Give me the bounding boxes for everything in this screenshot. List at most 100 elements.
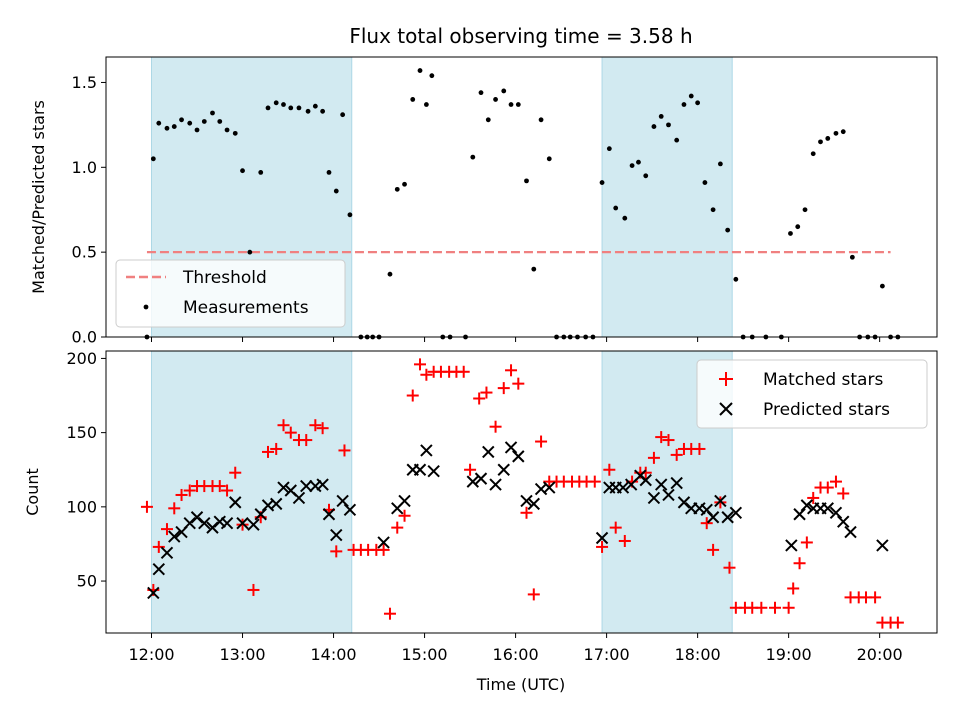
measurement-point (546, 156, 552, 162)
measurement-point (402, 181, 407, 187)
predicted-star-point (504, 441, 518, 454)
measurement-point (470, 154, 476, 160)
measurement-point (312, 103, 318, 109)
predicted-star-point (160, 546, 174, 560)
x-axis-label: Time (UTC) (476, 675, 565, 694)
matched-star-point (603, 463, 616, 476)
predicted-star-point (343, 503, 357, 517)
measurement-point (493, 97, 498, 102)
predicted-star-point (309, 479, 322, 493)
measurement-point (429, 73, 435, 79)
measurement-point (333, 188, 339, 194)
measurement-point (833, 130, 839, 136)
measurement-point (515, 102, 521, 107)
bottom-observing-window-1 (151, 350, 353, 634)
measurement-point (194, 127, 200, 133)
predicted-star-point (800, 499, 814, 512)
predicted-star-point (292, 491, 306, 505)
matched-star-point (520, 506, 533, 519)
matched-star-point (829, 475, 842, 488)
predicted-star-point (693, 502, 706, 515)
predicted-star-point (427, 465, 440, 478)
measurement-point (825, 136, 831, 141)
matched-star-point (647, 451, 660, 464)
matched-star-point (398, 509, 411, 522)
top-panel: 0.0 0.5 1.0 1.5 Matched/Predicted stars Thr… (29, 56, 938, 347)
predicted-star-point (837, 515, 850, 528)
x-tick-label: 18:00 (675, 645, 721, 664)
matched-star-point (700, 517, 713, 530)
predicted-star-point (512, 450, 525, 463)
measurement-point (695, 100, 701, 106)
bottom-plot-frame (105, 350, 938, 634)
chart-title: Flux total observing time = 3.58 h (349, 24, 692, 48)
matched-star-point (377, 543, 390, 556)
measurement-point (651, 124, 657, 129)
measurement-point (702, 180, 708, 185)
predicted-star-point (595, 531, 609, 545)
matched-star-point (464, 463, 477, 476)
measurement-point (508, 102, 514, 107)
matched-star-point (284, 426, 297, 439)
matched-star-point (693, 442, 706, 455)
measurement-point (187, 120, 193, 126)
matched-star-point (140, 500, 153, 513)
matched-star-point (821, 481, 834, 494)
bottom-y-tick-label: 100 (66, 497, 97, 516)
bottom-y-tick-label: 200 (66, 349, 97, 368)
predicted-star-point (254, 508, 267, 521)
measurement-point (224, 127, 230, 133)
matched-star-point (213, 480, 226, 493)
predicted-star-point (639, 473, 652, 487)
matched-star-point (588, 475, 601, 488)
matched-star-point (512, 377, 525, 390)
predicted-star-point (647, 491, 661, 505)
measurement-point (501, 88, 507, 94)
matched-star-point (505, 364, 518, 377)
matched-star-point (707, 543, 720, 556)
predicted-star-point (497, 463, 510, 476)
bottom-y-axis-label: Count (23, 468, 42, 516)
measurement-point (622, 215, 628, 221)
predicted-star-point (269, 497, 283, 511)
matched-star-point (229, 466, 242, 479)
measurement-point (179, 117, 184, 123)
top-y-tick-label: 0.0 (72, 328, 97, 347)
predicted-star-point (322, 508, 336, 521)
predicted-star-point (420, 444, 433, 457)
matched-star-point (755, 601, 768, 614)
predicted-star-point (482, 445, 495, 459)
predicted-star-point (147, 586, 160, 600)
matched-star-point (662, 434, 675, 447)
predicted-star-point (489, 478, 502, 491)
matched-star-point (609, 521, 622, 534)
measurement-point (150, 156, 156, 162)
matched-star-point (891, 616, 904, 629)
measurement-point (417, 68, 423, 73)
measurement-point (320, 108, 326, 114)
predicted-star-point (168, 530, 181, 543)
predicted-star-point (316, 478, 329, 491)
matched-star-point (793, 557, 806, 570)
matched-star-point (221, 484, 234, 497)
matched-star-point (497, 382, 510, 395)
measurement-point (201, 119, 207, 124)
predicted-star-point (336, 494, 349, 508)
predicted-star-point (670, 476, 683, 490)
measurement-point (387, 271, 393, 277)
measurement-point (599, 180, 605, 185)
predicted-star-point (821, 502, 834, 515)
predicted-star-point (527, 497, 540, 511)
predicted-star-point (152, 562, 165, 576)
matched-star-point (247, 583, 260, 596)
predicted-star-point (714, 494, 727, 508)
top-observing-window-2 (601, 56, 733, 338)
measurement-point (305, 108, 311, 114)
measurement-point (217, 119, 223, 124)
predicted-star-point (213, 515, 226, 528)
measurement-point (340, 112, 346, 118)
matched-star-point (160, 523, 173, 536)
matched-star-point (168, 502, 181, 515)
legend-predicted-label: Predicted stars (763, 400, 890, 420)
